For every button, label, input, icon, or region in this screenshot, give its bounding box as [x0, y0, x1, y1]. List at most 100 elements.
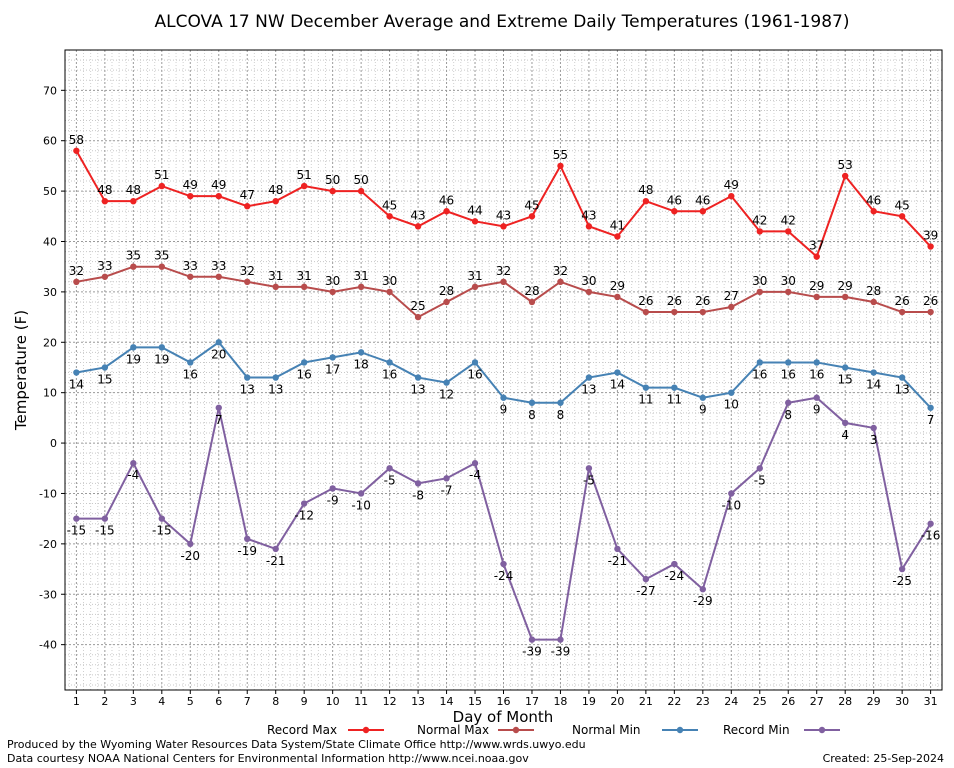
- data-point: [927, 520, 934, 527]
- data-point: [927, 404, 934, 411]
- data-point: [614, 233, 621, 240]
- data-point: [728, 490, 735, 497]
- data-label: 15: [97, 372, 112, 386]
- x-tick-label: 19: [582, 695, 596, 708]
- x-tick-label: 21: [639, 695, 653, 708]
- series-normal-max: 32 33 35 35 33 33 32 31 31 30 31 30 25 28 31 32 28 32 30 29…: [69, 249, 938, 321]
- footer-produced-by: Produced by the Wyoming Water Resources …: [7, 738, 586, 751]
- data-point: [215, 404, 222, 411]
- data-label: 26: [923, 294, 938, 308]
- x-tick-label: 12: [383, 695, 397, 708]
- y-tick-label: 40: [43, 235, 57, 248]
- y-tick-label: 30: [43, 286, 57, 299]
- data-point: [443, 475, 450, 482]
- data-label: -16: [921, 529, 941, 543]
- data-label: -39: [522, 645, 542, 659]
- x-tick-label: 22: [667, 695, 681, 708]
- data-label: 16: [809, 367, 824, 381]
- data-point: [414, 223, 422, 230]
- data-point: [813, 253, 820, 260]
- legend-item-record-max: Record Max: [267, 723, 384, 737]
- data-label: 43: [410, 208, 425, 222]
- data-point: [386, 288, 393, 296]
- data-label: 51: [154, 168, 169, 182]
- data-label: 45: [382, 198, 397, 212]
- data-label: 45: [524, 198, 539, 212]
- data-point: [329, 288, 336, 296]
- data-point: [300, 182, 308, 190]
- data-label: 9: [699, 403, 707, 417]
- data-label: 19: [154, 352, 169, 366]
- data-point: [73, 278, 80, 286]
- data-label: 7: [927, 413, 935, 427]
- data-point: [244, 535, 251, 543]
- data-point: [471, 359, 479, 366]
- data-label: 49: [724, 178, 739, 192]
- data-label: 4: [841, 428, 849, 442]
- data-label: -15: [152, 524, 172, 538]
- data-label: 48: [126, 183, 141, 197]
- data-point: [528, 399, 536, 406]
- legend-label: Record Max: [267, 723, 337, 737]
- data-point: [471, 460, 479, 467]
- data-label: 47: [240, 188, 255, 202]
- data-point: [557, 399, 564, 406]
- data-point: [158, 182, 166, 190]
- data-point: [841, 419, 849, 427]
- data-label: 30: [781, 274, 796, 288]
- data-point: [671, 308, 678, 316]
- data-label: 48: [268, 183, 283, 197]
- data-label: 30: [752, 274, 767, 288]
- data-point: [101, 197, 109, 205]
- data-point: [671, 208, 678, 215]
- series-record-min: -15 -15 -4 -15 -20 7 -19 -21 -12 -9 -10 -5 -8 -7 -4 -24…: [67, 394, 941, 659]
- data-point: [557, 636, 564, 643]
- y-tick-label: 70: [43, 84, 57, 97]
- data-label: -24: [665, 569, 685, 583]
- data-label: 30: [382, 274, 397, 288]
- data-point: [699, 586, 707, 593]
- data-label: 33: [183, 259, 198, 273]
- data-label: -8: [412, 488, 424, 502]
- data-label: 46: [866, 193, 881, 207]
- data-point: [671, 560, 678, 568]
- data-label: 9: [500, 403, 508, 417]
- footer-data-courtesy: Data courtesy NOAA National Centers for …: [7, 752, 529, 765]
- data-point: [187, 273, 194, 280]
- data-label: 50: [353, 173, 368, 187]
- data-label: 12: [439, 388, 454, 402]
- data-label: 46: [439, 193, 454, 207]
- series-normal-min: 14 15 19 19 16 20 13 13 16 17 18 16 13 12 16 9 8 8 13 14 11 1…: [69, 339, 935, 427]
- data-point: [386, 213, 393, 220]
- data-label: 13: [240, 383, 255, 397]
- x-tick-label: 6: [215, 695, 222, 708]
- data-point: [927, 308, 934, 316]
- data-label: 10: [724, 398, 739, 412]
- data-point: [756, 465, 763, 472]
- x-tick-label: 18: [553, 695, 567, 708]
- data-point: [642, 197, 650, 205]
- data-point: [699, 308, 707, 316]
- data-point: [101, 515, 109, 522]
- x-tick-label: 7: [244, 695, 251, 708]
- data-point: [585, 223, 593, 230]
- data-point: [671, 384, 678, 391]
- data-point: [728, 192, 735, 200]
- y-tick-label: 0: [50, 437, 57, 450]
- x-tick-label: 10: [326, 695, 340, 708]
- data-label: -21: [266, 554, 286, 568]
- data-point: [300, 359, 308, 366]
- data-label: 32: [69, 264, 84, 278]
- data-label: 51: [297, 168, 312, 182]
- data-label: 46: [667, 193, 682, 207]
- data-label: 16: [752, 367, 767, 381]
- legend-label: Normal Max: [417, 723, 489, 737]
- y-tick-label: -20: [39, 538, 57, 551]
- data-label: 49: [183, 178, 198, 192]
- data-label: 31: [297, 269, 312, 283]
- x-tick-label: 17: [525, 695, 539, 708]
- data-point: [386, 359, 393, 366]
- data-point: [614, 369, 621, 376]
- data-label: 31: [268, 269, 283, 283]
- data-point: [642, 308, 650, 316]
